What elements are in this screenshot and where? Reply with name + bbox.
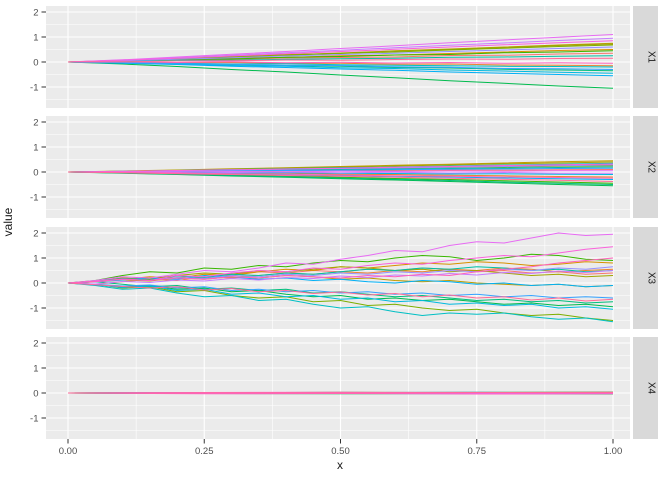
y-tick-label: 2 (33, 228, 38, 239)
series-line (67, 246, 614, 284)
facet-X1: 2 1 0 -1 X1 (30, 6, 658, 108)
series-line (67, 61, 614, 77)
series-line (67, 392, 613, 394)
series-group (67, 34, 614, 89)
series-line (67, 170, 613, 173)
y-tick-label: 2 (33, 117, 38, 128)
facet-strip (633, 337, 658, 439)
facet-X3: 2 1 0 -1 X3 (30, 227, 658, 329)
y-tick-label: 0 (33, 57, 38, 68)
series-line (67, 34, 614, 63)
series-group (67, 232, 614, 323)
facet-panel (46, 337, 630, 439)
y-axis-title: value (1, 207, 15, 236)
series-line (67, 171, 614, 182)
series-group (67, 160, 614, 187)
series-line (67, 282, 614, 323)
series-line (67, 282, 614, 299)
x-tick-label: 1.00 (604, 446, 623, 457)
series-line (67, 171, 614, 179)
series-line (67, 163, 614, 173)
facet-strip (633, 116, 658, 218)
y-tick-label: 1 (33, 363, 38, 374)
series-line (67, 40, 614, 63)
series-group (67, 391, 614, 395)
y-tick-label: 1 (33, 253, 38, 264)
x-tick-label: 0.75 (468, 446, 487, 457)
y-tick-label: 0 (33, 167, 38, 178)
series-line (67, 61, 614, 89)
y-tick-label: 1 (33, 32, 38, 43)
plot-generated-content: 2 1 0 -1 X1 2 1 0 -1 X2 2 1 0 -1 X3 2 1 0 -1 X4 0.00 0.25 0.50… (30, 6, 658, 457)
y-tick-label: 0 (33, 388, 38, 399)
series-line (67, 282, 614, 321)
series-line (67, 253, 614, 284)
facet-strip (633, 227, 658, 329)
facet-strip-label: X4 (646, 382, 657, 395)
facet-X2: 2 1 0 -1 X2 (30, 116, 658, 218)
series-line (67, 61, 614, 64)
x-tick-label: 0.25 (195, 446, 214, 457)
series-line (67, 270, 614, 285)
series-line (67, 61, 614, 70)
series-line (67, 257, 614, 284)
y-tick-label: -1 (30, 192, 38, 203)
y-tick-label: -1 (30, 413, 38, 424)
x-axis-title: x (337, 458, 343, 472)
series-line (67, 46, 614, 63)
facet-strip-label: X3 (646, 272, 657, 285)
facet-strip-label: X1 (646, 51, 657, 63)
series-line (67, 392, 614, 395)
facet-strip (633, 6, 658, 108)
y-tick-label: 2 (33, 338, 38, 349)
y-tick-label: -1 (30, 82, 38, 93)
series-line (67, 232, 614, 284)
series-line (67, 57, 614, 63)
facet-strip-label: X2 (646, 161, 657, 173)
y-tick-label: -1 (30, 303, 38, 314)
y-tick-label: 1 (33, 142, 38, 153)
y-tick-label: 2 (33, 7, 38, 18)
x-tick-label: 0.00 (59, 446, 78, 457)
x-tick-label: 0.50 (331, 446, 350, 457)
facet-X4: 2 1 0 -1 X4 (30, 337, 658, 439)
x-axis: 0.00 0.25 0.50 0.75 1.00 (59, 439, 623, 457)
y-tick-label: 0 (33, 278, 38, 289)
series-line (67, 282, 614, 302)
